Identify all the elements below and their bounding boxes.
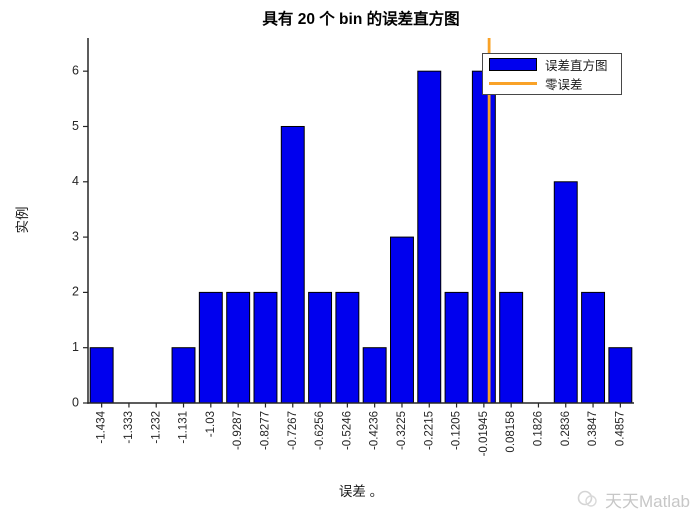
x-tick-label: -0.6256 (314, 411, 326, 450)
y-tick-label: 6 (72, 63, 79, 77)
x-tick-label: -1.03 (205, 411, 217, 437)
x-tick-label: -0.3225 (396, 411, 408, 450)
y-tick-label: 5 (72, 119, 79, 133)
histogram-bar (499, 291, 524, 404)
y-tick-label: 0 (72, 395, 79, 409)
watermark-logo-icon (577, 490, 597, 507)
x-tick-label: -1.131 (178, 411, 190, 444)
legend-box: 误差直方图 零误差 (482, 53, 622, 95)
histogram-bar (198, 291, 223, 404)
legend-item-histogram: 误差直方图 (489, 55, 621, 73)
histogram-bar (226, 291, 251, 404)
legend-bar-swatch-icon (489, 57, 537, 71)
legend-item-zero-error: 零误差 (489, 75, 621, 93)
histogram-bar (417, 70, 442, 404)
x-tick-label: -0.2215 (423, 411, 435, 450)
chart-title: 具有 20 个 bin 的误差直方图 (262, 11, 460, 28)
histogram-bar (471, 70, 496, 404)
x-tick-label: -0.5246 (341, 411, 353, 450)
x-tick-label: -0.4236 (369, 411, 381, 450)
x-tick-label: -0.9287 (232, 411, 244, 450)
x-tick-label: -0.8277 (260, 411, 272, 450)
histogram-bar (308, 291, 333, 404)
x-tick-label: 0.2836 (560, 411, 572, 446)
histogram-bar (390, 236, 414, 404)
x-tick-label: 0.4857 (614, 411, 626, 446)
histogram-bar (608, 347, 633, 404)
y-tick-label: 4 (72, 174, 79, 188)
x-tick-label: 0.08158 (505, 411, 517, 453)
histogram-bar (253, 291, 278, 404)
y-tick-label: 2 (72, 285, 79, 299)
histogram-bar (171, 347, 196, 404)
legend-item-label: 零误差 (545, 78, 583, 93)
histogram-bar (581, 291, 606, 404)
watermark-text: 天天Matlab (604, 492, 690, 511)
x-tick-label: -0.01945 (478, 411, 490, 456)
histogram-bar (362, 347, 387, 404)
x-axis-label: 误差 。 (338, 484, 384, 499)
legend-line-swatch-icon (489, 81, 537, 86)
x-tick-label: 0.3847 (587, 411, 599, 446)
watermark: 天天Matlab (576, 487, 690, 512)
x-tick-label: -0.7267 (287, 411, 299, 450)
x-tick-label: -0.1205 (451, 411, 463, 450)
x-tick-label: -1.434 (96, 410, 108, 443)
y-axis-label: 实例 (15, 206, 30, 234)
histogram-bar (553, 181, 578, 404)
y-tick-label: 3 (72, 229, 79, 243)
legend-item-label: 误差直方图 (545, 58, 608, 73)
y-tick-label: 1 (72, 340, 79, 354)
histogram-bar (89, 347, 114, 404)
x-tick-label: 0.1826 (532, 411, 544, 446)
histogram-bar (444, 291, 469, 404)
histogram-bar (335, 291, 360, 404)
x-tick-label: -1.232 (150, 411, 162, 444)
histogram-bar (280, 125, 305, 404)
x-tick-label: -1.333 (123, 411, 135, 444)
